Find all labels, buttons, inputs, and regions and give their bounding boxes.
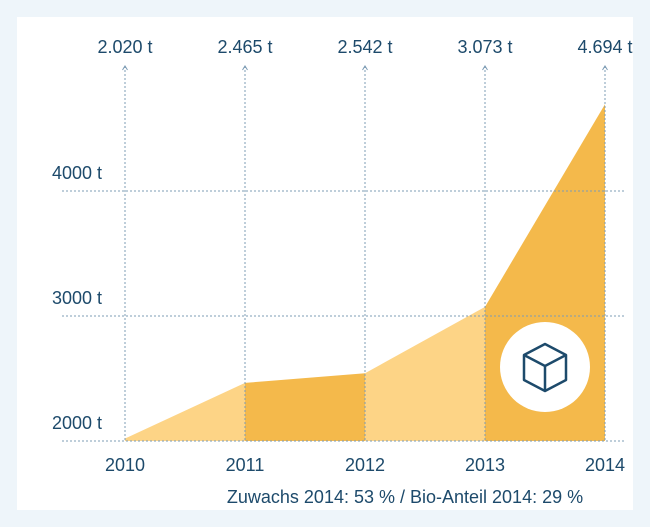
x-tick-label: 2012 [345, 455, 385, 475]
arrow-head [122, 65, 128, 71]
value-label: 3.073 t [457, 37, 512, 57]
area-segment [365, 306, 485, 441]
arrow-head [482, 65, 488, 71]
area-segment [245, 373, 365, 441]
x-tick-label: 2010 [105, 455, 145, 475]
x-tick-label: 2011 [226, 455, 265, 475]
value-label: 4.694 t [577, 37, 632, 57]
y-tick-label: 3000 t [52, 288, 102, 308]
arrow-head [242, 65, 248, 71]
arrow-head [602, 65, 608, 71]
x-tick-label: 2013 [465, 455, 505, 475]
value-label: 2.542 t [337, 37, 392, 57]
arrow-head [362, 65, 368, 71]
value-label: 2.465 t [217, 37, 272, 57]
annotation: Zuwachs 2014: 53 % / Bio-Anteil 2014: 29… [227, 487, 583, 507]
y-tick-label: 2000 t [52, 413, 102, 433]
x-tick-label: 2014 [585, 455, 625, 475]
y-tick-label: 4000 t [52, 163, 102, 183]
area-segment [125, 382, 245, 441]
cube-icon [522, 342, 568, 393]
value-label: 2.020 t [97, 37, 152, 57]
